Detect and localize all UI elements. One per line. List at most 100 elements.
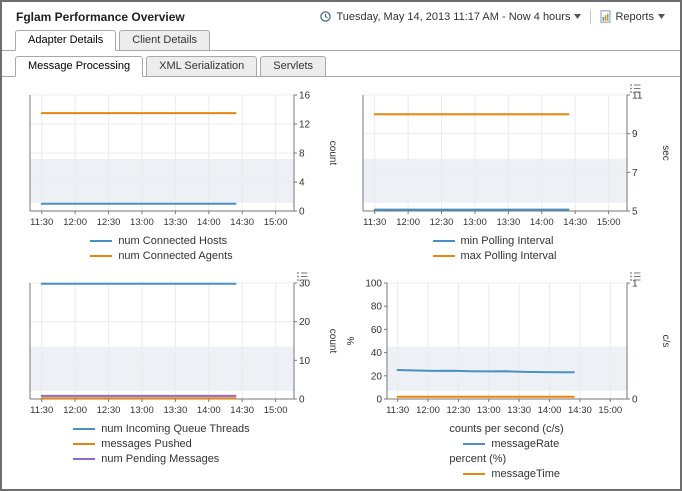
chart-queue-messages: 11:30 12:00 12:30 13:00 13:30 14:00 14:30 15:00… [8,271,341,481]
separator [590,9,592,24]
legend-item[interactable]: num Pending Messages [73,451,249,466]
chart-polling-interval: 11:30 12:00 12:30 13:00 13:30 14:00 14:30 15:00… [341,83,674,263]
x-tick-label: 12:30 [429,217,453,228]
y-tick-label: 20 [299,317,311,328]
y-tick-label: 8 [299,149,305,160]
legend-label: num Connected Agents [118,249,233,262]
chart-options-icon[interactable] [629,84,640,93]
legend-label: num Incoming Queue Threads [101,422,250,435]
legend-item[interactable]: num Incoming Queue Threads [73,421,250,436]
x-tick-label: 14:00 [529,217,553,228]
legend-item[interactable]: num Connected Agents [90,248,233,263]
legend-item[interactable]: messageRate [463,436,563,451]
x-tick-label: 12:00 [416,405,440,416]
legend-item[interactable]: num Connected Hosts [90,233,232,248]
x-tick-label: 15:00 [596,217,620,228]
chart-legend: counts per second (c/s) messageRate percen… [449,421,563,481]
tab-xml-serialization[interactable]: XML Serialization [146,56,258,77]
y-tick-label: 11 [632,91,643,102]
tab-adapter-details[interactable]: Adapter Details [15,30,117,51]
x-tick-label: 11:30 [30,405,53,416]
x-tick-label: 11:30 [30,217,53,228]
chart-connected-hosts-agents: 11:30 12:00 12:30 13:00 13:30 14:00 14:30 15:00… [8,83,341,263]
chart-options-icon[interactable] [296,272,307,281]
legend-label: messages Pushed [101,437,192,450]
chart-options-icon[interactable] [629,272,640,281]
y-axis-title: count [327,141,338,166]
y-tick-label: 0 [632,395,638,406]
reports-label: Reports [615,10,654,23]
y-tick-label: 80 [370,302,382,313]
y-tick-label: 20 [370,371,382,382]
legend-swatch [432,254,455,257]
chart-message-rate-time: 11:30 12:00 12:30 13:00 13:30 14:00 14:30 15:00… [341,271,674,481]
charts-grid: 11:30 12:00 12:30 13:00 13:30 14:00 14:30 15:00… [2,77,680,481]
y-tick-label: 16 [299,91,311,102]
report-icon [600,10,611,23]
header-controls: Tuesday, May 14, 2013 11:17 AM - Now 4 h… [316,9,668,24]
tab-servlets[interactable]: Servlets [260,56,327,77]
y-tick-label: 9 [632,129,638,140]
legend-swatch [90,254,113,257]
x-tick-label: 12:30 [96,217,120,228]
reports-menu-button[interactable]: Reports [597,9,668,24]
x-tick-label: 13:00 [476,405,500,416]
x-tick-label: 15:00 [263,217,287,228]
y-tick-label: 0 [299,395,305,406]
x-tick-label: 12:00 [63,217,87,228]
chevron-down-icon [574,14,582,19]
legend-label: num Pending Messages [101,452,220,465]
x-tick-label: 14:00 [196,405,220,416]
chart-legend: min Polling Interval max Polling Interval [432,233,557,263]
legend-caption: percent (%) [449,452,507,465]
x-tick-label: 14:00 [537,405,561,416]
message-rate-time-plot: 11:30 12:00 12:30 13:00 13:30 14:00 14:30 15:00… [346,272,671,416]
y-axis-title: sec [660,145,671,161]
legend-swatch [73,457,96,460]
x-tick-label: 14:00 [196,217,220,228]
time-range-selector[interactable]: Tuesday, May 14, 2013 11:17 AM - Now 4 h… [316,9,584,24]
legend-swatch [73,427,96,430]
x-tick-label: 14:30 [563,217,587,228]
time-range-label: Tuesday, May 14, 2013 11:17 AM - Now 4 h… [336,10,571,23]
x-tick-label: 12:30 [446,405,470,416]
chart-legend: num Incoming Queue Threads messages Pushe… [73,421,250,466]
y-tick-label: 0 [299,207,305,218]
y-tick-label: 60 [370,325,382,336]
y-tick-label: 40 [370,348,382,359]
x-tick-label: 12:00 [396,217,420,228]
x-tick-label: 13:30 [496,217,520,228]
legend-caption: counts per second (c/s) [449,422,564,435]
x-tick-label: 11:30 [363,217,386,228]
y-tick-label: 12 [299,120,311,131]
x-tick-label: 15:00 [598,405,622,416]
y-tick-label: 30 [299,279,311,290]
legend-label: num Connected Hosts [118,234,228,247]
legend-item[interactable]: messageTime [463,466,563,481]
tab-client-details[interactable]: Client Details [119,30,211,51]
y-tick-label: 5 [632,207,638,218]
y-axis-title: c/s [660,335,671,348]
tab-message-processing[interactable]: Message Processing [15,56,144,77]
legend-label: max Polling Interval [460,249,557,262]
legend-item[interactable]: min Polling Interval [432,233,557,248]
legend-label: messageTime [491,467,560,480]
chart-legend: num Connected Hosts num Connected Agents [90,233,233,263]
x-tick-label: 15:00 [263,405,287,416]
y-tick-label: 4 [299,178,305,189]
primary-tabbar: Adapter Details Client Details [2,30,680,51]
y-tick-label: 0 [376,395,382,406]
secondary-tabbar: Message Processing XML Serialization Ser… [2,56,680,77]
x-tick-label: 13:00 [463,217,487,228]
legend-swatch [73,442,96,445]
legend-item[interactable]: messages Pushed [73,436,249,451]
y-axis-title: count [327,329,338,354]
legend-label: min Polling Interval [460,234,554,247]
y-tick-label: 7 [632,168,638,179]
x-tick-label: 13:00 [130,217,154,228]
x-tick-label: 12:00 [63,405,87,416]
x-tick-label: 14:30 [230,217,254,228]
x-tick-label: 13:00 [130,405,154,416]
legend-item[interactable]: max Polling Interval [432,248,557,263]
